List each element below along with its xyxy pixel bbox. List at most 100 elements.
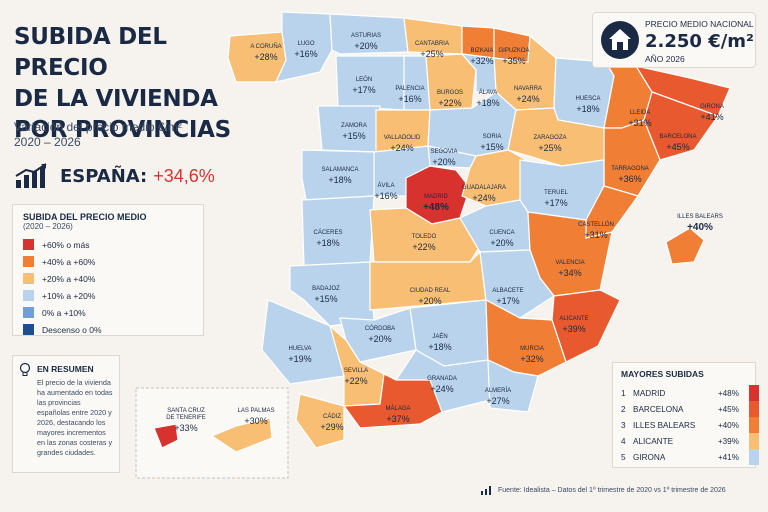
province-label: BARCELONA +45% — [659, 134, 696, 152]
province-label: JAÉN +18% — [428, 333, 451, 352]
province-name: GIRONA — [633, 452, 666, 462]
rank-color-bar — [749, 433, 759, 449]
spain-label: ESPAÑA: — [60, 165, 148, 187]
legend-label: 0% a +10% — [42, 307, 86, 318]
summary-text: El precio de la vivienda ha aumentado en… — [37, 378, 113, 457]
province-label: ZARAGOZA +25% — [533, 135, 566, 153]
legend-item: 0% a +10% — [23, 304, 193, 321]
province-santa-cruz-de-tenerife — [153, 423, 179, 449]
province-label: HUESCA +18% — [575, 96, 600, 114]
province-label: GRANADA +24% — [427, 376, 457, 394]
province-cadiz — [295, 393, 345, 449]
province-zaragoza — [507, 107, 605, 167]
province-illes-balears — [665, 227, 705, 265]
increase-value: +41% — [717, 452, 739, 462]
province-label: CÓRDOBA +20% — [365, 325, 395, 344]
top-increase-row: 3 ILLES BALEARS +40% — [621, 417, 759, 433]
legend-label: +40% a +60% — [42, 256, 96, 267]
source-note: Fuente: Idealista – Datos del 1º trimest… — [480, 484, 726, 496]
province-huesca — [553, 57, 615, 129]
spain-summary: ESPAÑA: +34,6% — [14, 162, 215, 190]
rank-color-bar — [749, 385, 759, 401]
top-increases-title: MAYORES SUBIDAS — [621, 369, 704, 379]
legend-item: Descenso o 0% — [23, 321, 193, 338]
legend-label: +60% o más — [42, 239, 90, 250]
province-label: LLEIDA +31% — [628, 110, 651, 128]
lightbulb-icon — [19, 362, 31, 376]
title-line-1: SUBIDA DEL PRECIO — [14, 24, 167, 81]
rank: 5 — [621, 452, 626, 462]
province-label: SALAMANCA +18% — [321, 167, 358, 185]
province-label: GIPUZKOA +35% — [498, 48, 529, 66]
province-label: BURGOS +22% — [437, 90, 463, 108]
province-label: MURCIA +32% — [520, 346, 544, 364]
province-label: TERUEL +17% — [544, 190, 568, 208]
province-label: ÁVILA +16% — [374, 182, 397, 201]
province-label: LAS PALMAS +30% — [238, 408, 275, 426]
province-label: ALBACETE +17% — [492, 288, 523, 306]
legend-item: +60% o más — [23, 236, 193, 253]
rank: 3 — [621, 420, 626, 430]
province-name: ILLES BALEARS — [633, 420, 696, 430]
province-label: PALENCIA +16% — [395, 86, 424, 104]
legend-list: +60% o más +40% a +60% +20% a +40% +10% a +… — [23, 236, 193, 338]
province-label: HUELVA +19% — [288, 346, 311, 364]
province-label: TARRAGONA +36% — [611, 166, 649, 184]
legend: SUBIDA DEL PRECIO MEDIO (2020 – 2026) +6… — [12, 204, 204, 336]
province-name: ALICANTE — [633, 436, 674, 446]
province-label: CASTELLÓN +31% — [578, 221, 614, 240]
province-label: ÁLAVA +18% — [476, 89, 499, 108]
national-price-box: PRECIO MEDIO NACIONAL 2.250 €/m² AÑO 202… — [592, 12, 756, 68]
source-text: Fuente: Idealista – Datos del 1º trimest… — [498, 486, 726, 494]
province-burgos — [425, 53, 477, 111]
province-label: CUENCA +20% — [489, 230, 514, 248]
rank: 4 — [621, 436, 626, 446]
province-label: CÁDIZ +29% — [320, 413, 343, 432]
province-label: A CORUÑA +28% — [250, 43, 281, 62]
province-alava — [460, 53, 497, 93]
rank: 1 — [621, 388, 626, 398]
province-label: LEÓN +17% — [352, 76, 375, 95]
province-label: ALMERÍA +27% — [485, 387, 511, 406]
province-malaga — [342, 373, 443, 429]
title-line-2: DE LA VIVIENDA — [14, 86, 218, 112]
national-price-value: 2.250 €/m² — [645, 31, 754, 52]
legend-swatch — [23, 256, 34, 267]
national-price-year: AÑO 2026 — [645, 54, 685, 64]
top-increases: MAYORES SUBIDAS 1 MADRID +48% 2 BARCELONA +45… — [612, 362, 759, 468]
province-label: ASTURIAS +20% — [351, 33, 381, 51]
province-label: NAVARRA +24% — [514, 86, 542, 104]
province-label: GUADALAJARA +24% — [462, 185, 506, 203]
increase-value: +40% — [717, 420, 739, 430]
legend-swatch — [23, 273, 34, 284]
province-leon — [335, 55, 405, 111]
province-label: BADAJOZ +15% — [312, 286, 340, 304]
legend-item: +10% a +20% — [23, 287, 193, 304]
top-increases-list: 1 MADRID +48% 2 BARCELONA +45% 3 ILLES BALEARS +… — [621, 385, 759, 465]
rising-chart-icon — [15, 163, 47, 188]
increase-value: +39% — [717, 436, 739, 446]
rank-color-bar — [749, 449, 759, 465]
legend-item: +20% a +40% — [23, 270, 193, 287]
title-line-3: POR PROVINCIAS — [14, 117, 231, 143]
top-increase-row: 5 GIRONA +41% — [621, 449, 759, 465]
chart-icon — [481, 486, 491, 495]
legend-swatch — [23, 239, 34, 250]
province-name: BARCELONA — [633, 404, 684, 414]
province-label: SEGOVIA +20% — [430, 149, 457, 167]
rank: 2 — [621, 404, 626, 414]
province-label: ALICANTE +39% — [559, 316, 588, 334]
legend-period: (2020 – 2026) — [23, 222, 73, 231]
subtitle-line-1: Variación del precio medio €/m² — [14, 120, 182, 134]
summary-title: EN RESUMEN — [37, 364, 94, 374]
province-label: GIRONA +41% — [700, 104, 724, 122]
province-almeria — [487, 359, 539, 413]
province-label: CIUDAD REAL +20% — [410, 288, 451, 306]
province-zamora — [317, 105, 381, 153]
province-barcelona — [643, 91, 719, 161]
province-label: SANTA CRUZ DE TENERIFE +33% — [166, 408, 206, 433]
rank-color-bar — [749, 417, 759, 433]
province-asturias — [329, 13, 409, 55]
legend-swatch — [23, 307, 34, 318]
